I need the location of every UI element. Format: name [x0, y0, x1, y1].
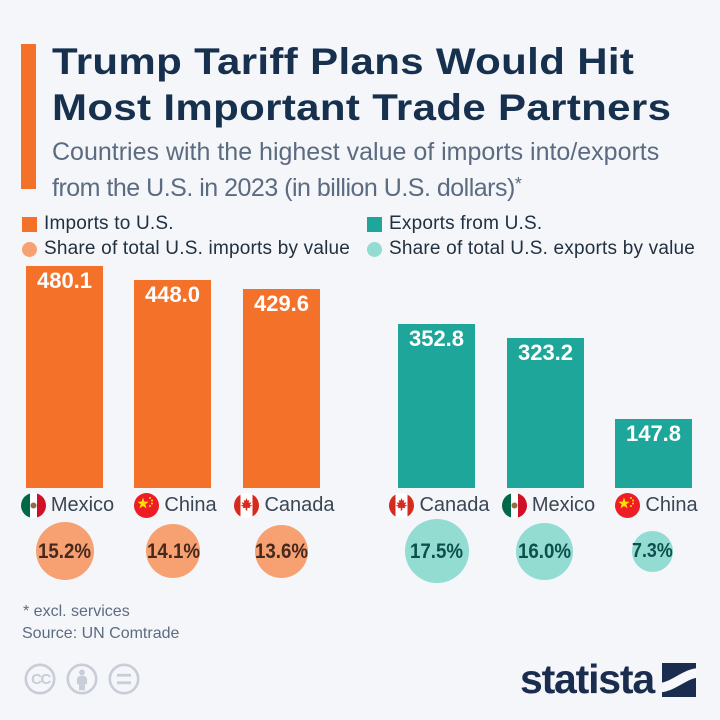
svg-text:CC: CC	[31, 671, 51, 688]
